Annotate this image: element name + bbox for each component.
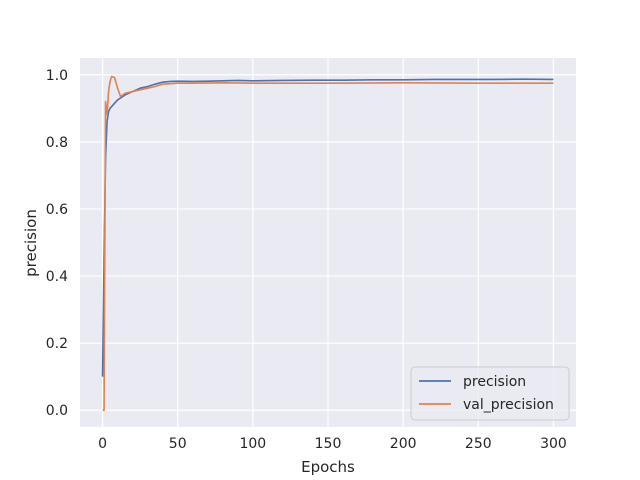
x-tick-label: 200 — [390, 436, 417, 452]
series-lines — [101, 75, 554, 412]
grid-lines — [80, 58, 576, 427]
y-axis-label: precision — [22, 209, 40, 277]
legend-label: val_precision — [463, 397, 554, 413]
series-line-val-precision — [102, 75, 554, 412]
y-tick-label: 0.2 — [46, 336, 68, 352]
legend: precision val_precision — [410, 366, 570, 421]
x-tick-label: 0 — [98, 436, 107, 452]
y-tick-label: 0.8 — [46, 135, 68, 151]
y-tick-label: 0.4 — [46, 269, 68, 285]
x-tick-label: 150 — [315, 436, 342, 452]
x-axis-label: Epochs — [301, 458, 355, 476]
x-tick-label: 50 — [169, 436, 187, 452]
legend-label: precision — [463, 374, 526, 390]
x-tick-label: 300 — [540, 436, 567, 452]
x-tick-label: 100 — [239, 436, 266, 452]
x-axis-ticks: 0 50 100 150 200 250 300 — [98, 436, 567, 452]
x-tick-label: 250 — [465, 436, 492, 452]
series-line-precision — [101, 78, 554, 377]
y-axis-ticks: 0.0 0.2 0.4 0.6 0.8 1.0 — [46, 68, 68, 419]
y-tick-label: 0.6 — [46, 202, 68, 218]
y-tick-label: 1.0 — [46, 68, 68, 84]
y-tick-label: 0.0 — [46, 403, 68, 419]
